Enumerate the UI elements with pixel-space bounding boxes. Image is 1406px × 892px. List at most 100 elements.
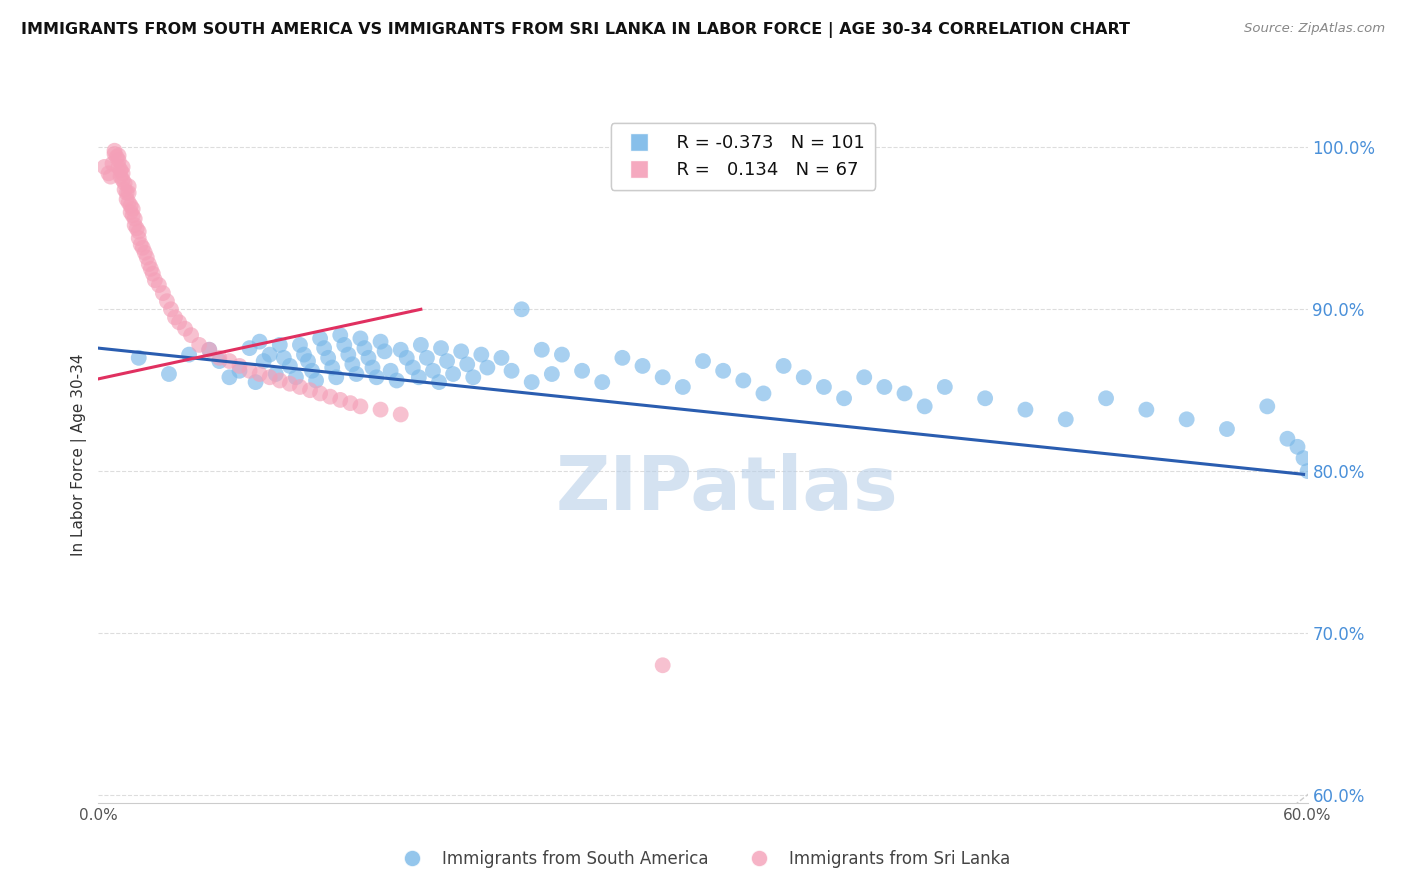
Point [239, 341, 262, 355]
Point [389, 343, 412, 357]
Point [385, 374, 408, 388]
Point [118, 179, 141, 194]
Point [914, 400, 936, 414]
Point [1256, 400, 1278, 414]
Point [1216, 422, 1239, 436]
Point [357, 351, 380, 365]
Point [253, 354, 276, 368]
Point [218, 370, 240, 384]
Point [156, 294, 179, 309]
Point [380, 364, 402, 378]
Point [305, 374, 328, 388]
Point [1095, 392, 1118, 406]
Point [111, 166, 134, 180]
Point [314, 341, 336, 355]
Point [100, 169, 122, 184]
Point [319, 390, 342, 404]
Point [124, 211, 146, 226]
Point [111, 160, 134, 174]
Point [1277, 432, 1299, 446]
Point [249, 367, 271, 381]
Point [198, 343, 221, 357]
Point [110, 163, 132, 178]
Point [110, 169, 132, 184]
Point [470, 348, 492, 362]
Point [430, 341, 453, 355]
Point [125, 221, 148, 235]
Point [450, 344, 472, 359]
Point [115, 192, 138, 206]
Point [1292, 451, 1315, 466]
Point [342, 357, 364, 371]
Point [135, 251, 157, 265]
Point [269, 374, 291, 388]
Point [873, 380, 896, 394]
Legend:   R = -0.373   N = 101,   R =   0.134   N = 67: R = -0.373 N = 101, R = 0.134 N = 67 [610, 123, 876, 190]
Point [853, 370, 876, 384]
Point [208, 354, 231, 368]
Point [370, 334, 392, 349]
Point [832, 392, 855, 406]
Point [530, 343, 553, 357]
Text: ZIPatlas: ZIPatlas [555, 453, 898, 526]
Point [120, 205, 142, 219]
Point [288, 380, 311, 394]
Point [118, 186, 141, 200]
Point [188, 338, 211, 352]
Point [269, 338, 291, 352]
Point [316, 351, 339, 365]
Point [278, 376, 301, 391]
Point [103, 147, 125, 161]
Point [97, 166, 120, 180]
Point [198, 343, 221, 357]
Point [813, 380, 835, 394]
Point [651, 658, 673, 673]
Point [349, 400, 371, 414]
Point [349, 331, 371, 345]
Point [157, 367, 180, 381]
Point [142, 267, 165, 281]
Point [752, 386, 775, 401]
Point [174, 322, 197, 336]
Point [491, 351, 513, 365]
Point [408, 370, 430, 384]
Point [1175, 412, 1198, 426]
Point [118, 195, 141, 210]
Point [325, 370, 347, 384]
Point [239, 364, 262, 378]
Point [344, 367, 367, 381]
Point [132, 241, 155, 255]
Point [353, 341, 375, 355]
Point [1054, 412, 1077, 426]
Point [1014, 402, 1036, 417]
Point [167, 315, 190, 329]
Point [934, 380, 956, 394]
Point [111, 173, 134, 187]
Point [107, 148, 129, 162]
Point [974, 392, 997, 406]
Point [477, 360, 499, 375]
Point [416, 351, 439, 365]
Point [105, 150, 128, 164]
Point [249, 334, 271, 349]
Point [793, 370, 815, 384]
Point [297, 354, 319, 368]
Point [121, 202, 143, 216]
Point [309, 386, 332, 401]
Point [510, 302, 533, 317]
Point [456, 357, 478, 371]
Point [101, 156, 124, 170]
Point [128, 231, 150, 245]
Point [1135, 402, 1157, 417]
Point [692, 354, 714, 368]
Point [422, 364, 444, 378]
Point [427, 375, 450, 389]
Point [228, 359, 250, 373]
Point [107, 160, 129, 174]
Point [228, 364, 250, 378]
Point [321, 360, 343, 375]
Point [180, 328, 202, 343]
Point [299, 383, 322, 397]
Point [329, 328, 352, 343]
Point [179, 348, 201, 362]
